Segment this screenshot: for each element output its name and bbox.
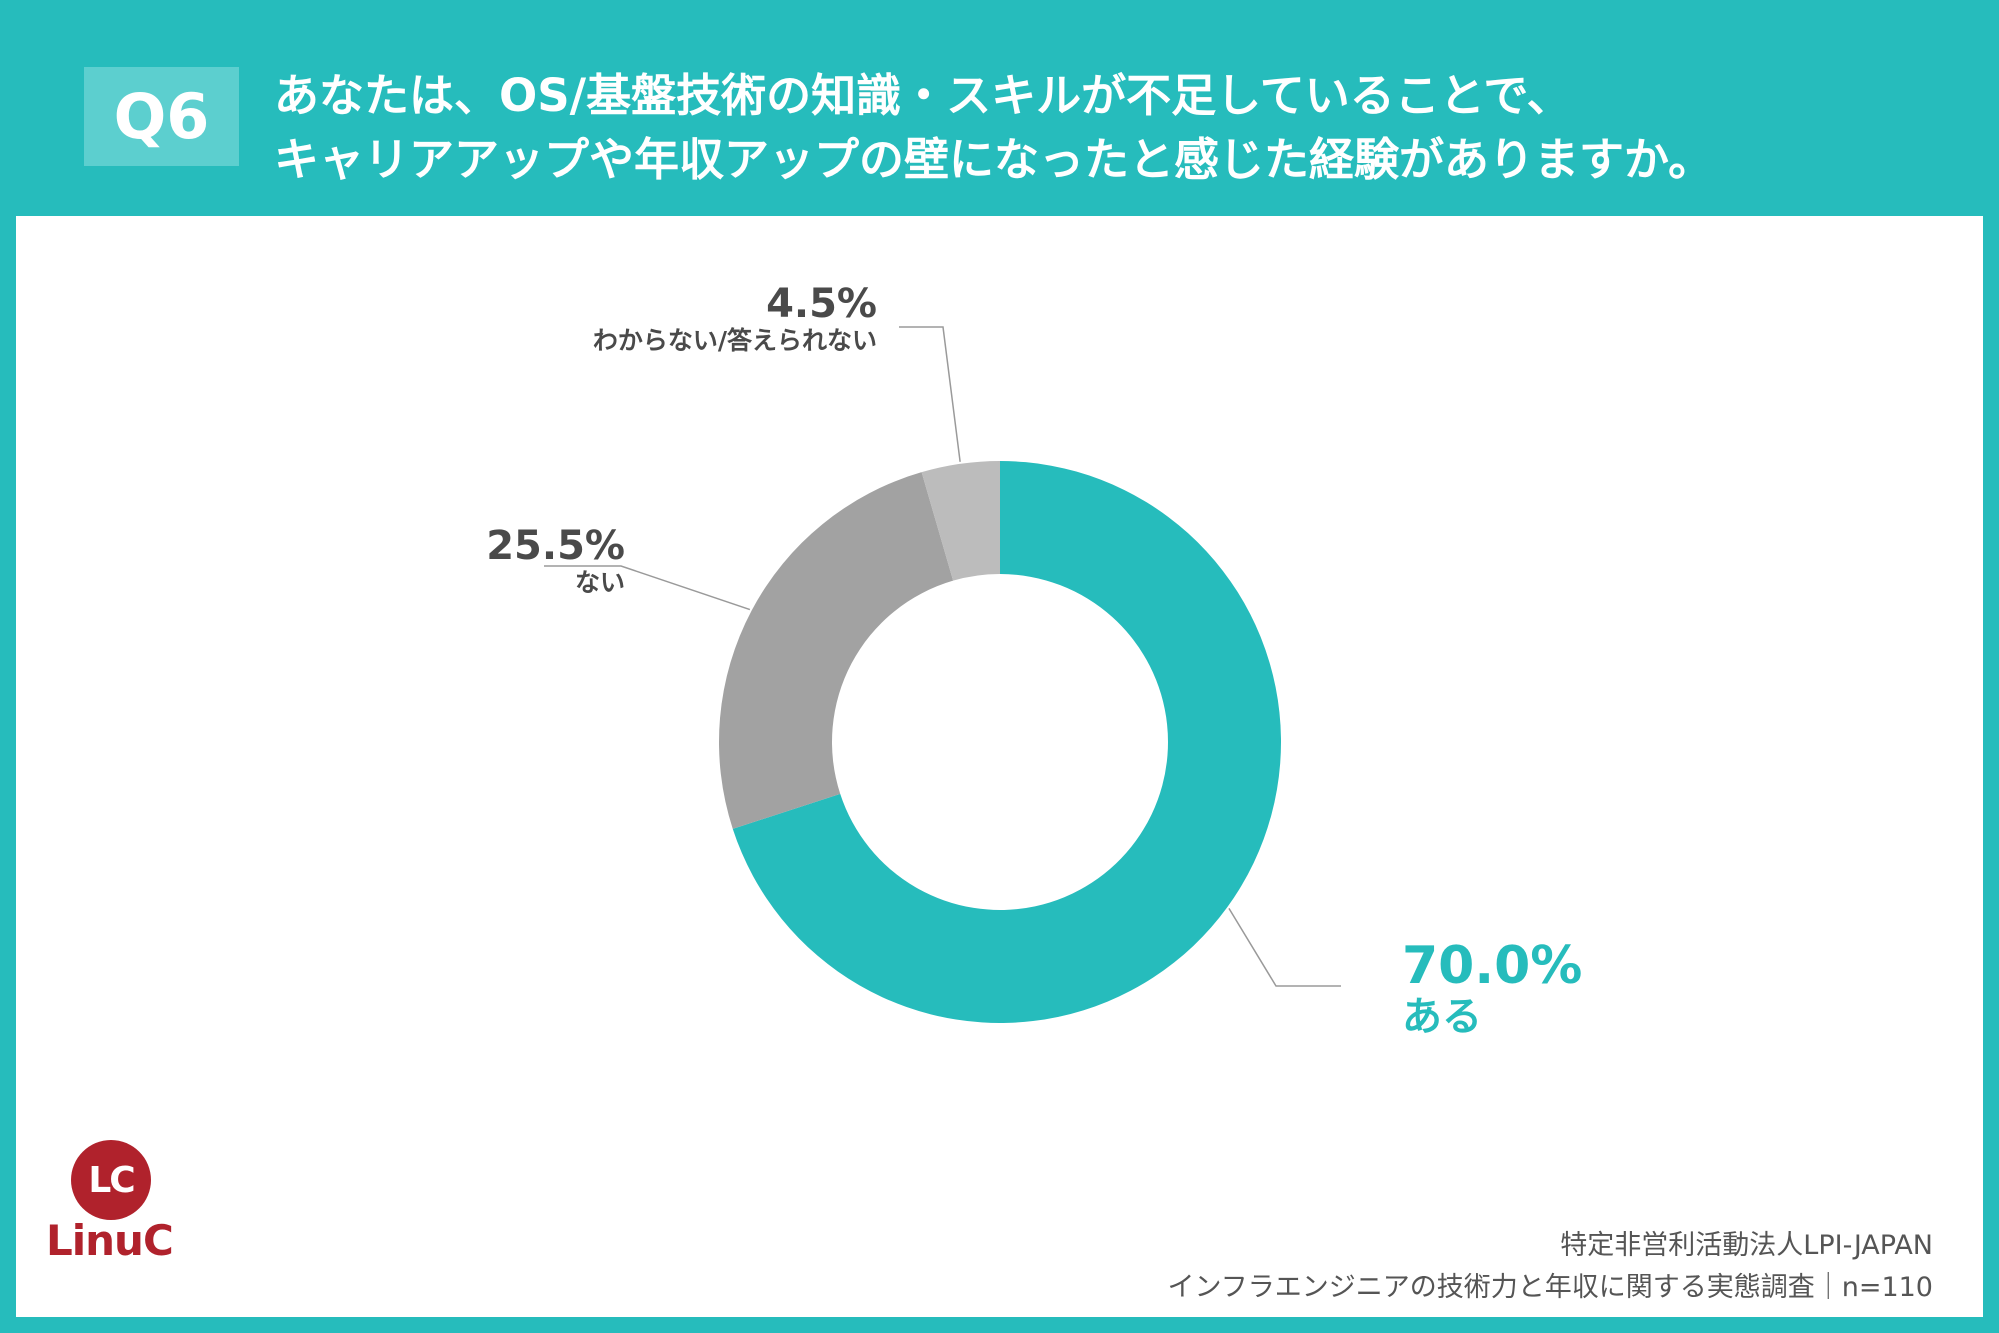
label-no-value: 25.5% bbox=[486, 523, 625, 569]
source-note: 特定非営利活動法人LPI-JAPAN インフラエンジニアの技術力と年収に関する実… bbox=[1168, 1225, 1933, 1309]
label-unknown-value: 4.5% bbox=[766, 281, 877, 327]
question-line-1: あなたは、OS/基盤技術の知識・スキルが不足していることで、 bbox=[274, 69, 1572, 122]
label-unknown-text: わからない/答えられない bbox=[592, 326, 877, 355]
linuc-logo: LC LinuC bbox=[44, 1140, 184, 1265]
question-number-badge: Q6 bbox=[84, 67, 239, 166]
linuc-logo-text: LinuC bbox=[46, 1216, 174, 1265]
donut-chart bbox=[544, 326, 1341, 1023]
label-yes-text: ある bbox=[1402, 994, 1482, 1040]
chart-panel: 4.5% わからない/答えられない 25.5% ない 70.0% ある bbox=[16, 216, 1983, 1317]
question-line-2: キャリアアップや年収アップの壁になったと感じた経験がありますか。 bbox=[274, 133, 1714, 186]
leader-line-no bbox=[544, 565, 751, 611]
leader-line-unknown bbox=[899, 326, 961, 462]
question-title: あなたは、OS/基盤技術の知識・スキルが不足していることで、 キャリアアップや年… bbox=[274, 64, 1934, 192]
linuc-logo-mark: LC bbox=[71, 1140, 151, 1220]
slice-yes bbox=[732, 461, 1281, 1023]
slice-unknown bbox=[921, 461, 1000, 581]
source-organization: 特定非営利活動法人LPI-JAPAN bbox=[1560, 1230, 1933, 1261]
source-survey: インフラエンジニアの技術力と年収に関する実態調査｜n=110 bbox=[1167, 1272, 1933, 1303]
label-yes-value: 70.0% bbox=[1402, 936, 1583, 996]
leader-line-yes bbox=[1228, 907, 1341, 987]
label-no: 25.5% ない bbox=[486, 524, 625, 598]
label-no-text: ない bbox=[574, 568, 625, 597]
label-yes: 70.0% ある bbox=[1402, 938, 1582, 1040]
label-unknown: 4.5% わからない/答えられない bbox=[593, 282, 877, 356]
slice-no bbox=[718, 472, 954, 829]
